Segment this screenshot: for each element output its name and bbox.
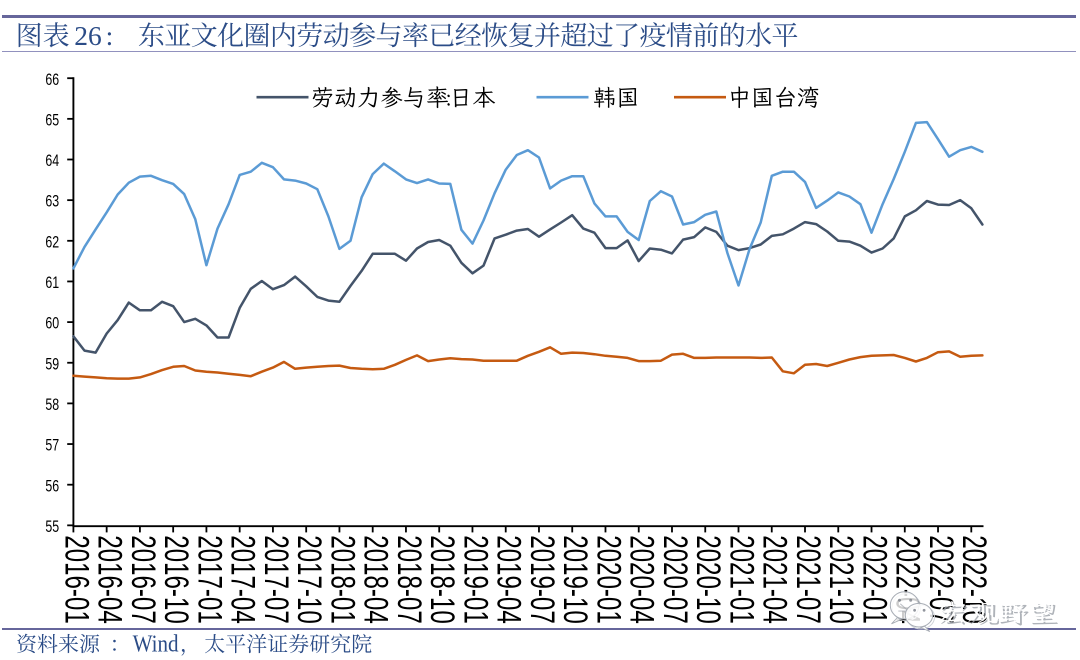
svg-text:2017-07: 2017-07 [257,535,295,624]
svg-text:2019-10: 2019-10 [556,535,594,624]
svg-text:2017-01: 2017-01 [190,535,228,624]
svg-text:2020-04: 2020-04 [623,535,661,624]
svg-text:61: 61 [45,274,59,292]
svg-text:2019-01: 2019-01 [456,535,494,624]
svg-text:2018-10: 2018-10 [423,535,461,624]
svg-text:64: 64 [45,152,59,170]
svg-text:2020-10: 2020-10 [689,535,727,624]
svg-text:62: 62 [45,233,59,251]
svg-text:59: 59 [45,355,59,373]
svg-text:2017-10: 2017-10 [290,535,328,624]
svg-text:2019-04: 2019-04 [490,535,528,624]
svg-text:2020-07: 2020-07 [656,535,694,624]
svg-text:2020-01: 2020-01 [589,535,627,624]
svg-text::: : [106,20,114,51]
svg-text:2018-04: 2018-04 [357,535,395,624]
svg-text:65: 65 [45,111,59,129]
svg-text:2021-01: 2021-01 [722,535,760,624]
svg-text:66: 66 [45,71,59,89]
svg-text:2018-01: 2018-01 [323,535,361,624]
svg-text:55: 55 [45,518,59,536]
svg-text:2019-07: 2019-07 [523,535,561,624]
svg-text:2021-04: 2021-04 [756,535,794,624]
svg-text:58: 58 [45,396,59,414]
svg-text:2016-04: 2016-04 [91,535,129,624]
svg-text:2021-07: 2021-07 [789,535,827,624]
svg-text:26: 26 [74,20,102,51]
svg-text:2017-04: 2017-04 [224,535,262,624]
svg-text:2021-10: 2021-10 [822,535,860,624]
svg-text:2016-07: 2016-07 [124,535,162,624]
svg-text:60: 60 [45,315,59,333]
svg-text:57: 57 [45,437,59,455]
svg-text:2016-10: 2016-10 [157,535,195,624]
svg-text:Wind: Wind [133,630,179,657]
svg-text:2022-01: 2022-01 [855,535,893,624]
svg-text:56: 56 [45,477,59,495]
svg-text:63: 63 [45,193,59,211]
svg-text:2018-07: 2018-07 [390,535,428,624]
svg-text:2016-01: 2016-01 [57,535,95,624]
